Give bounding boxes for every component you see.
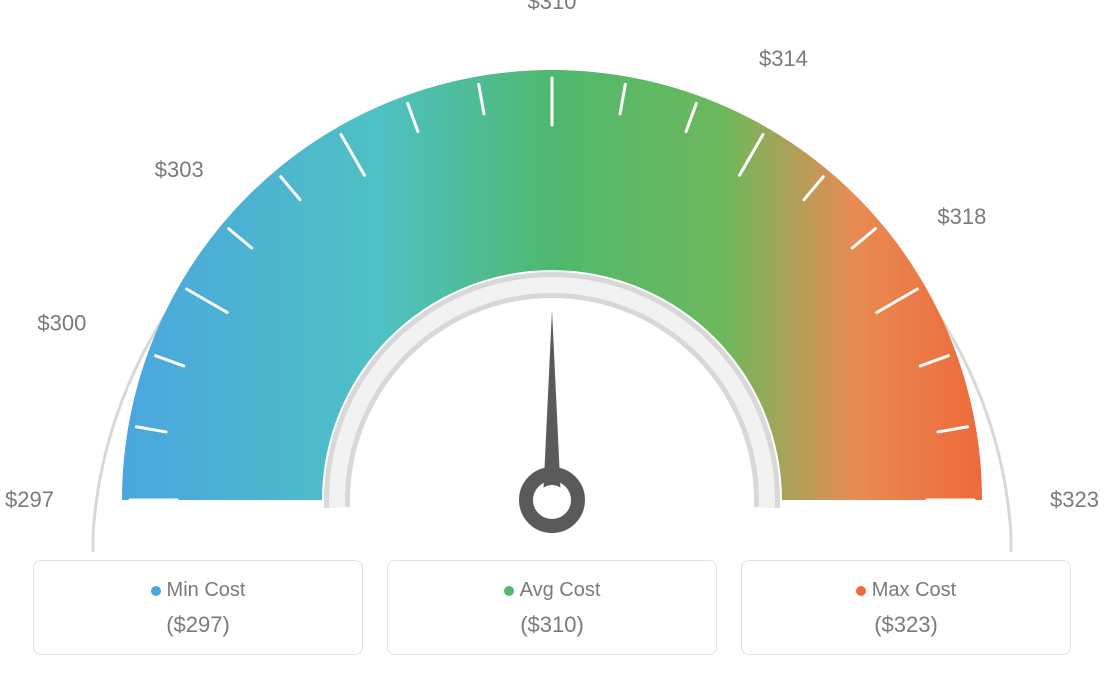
svg-text:$303: $303 bbox=[155, 157, 204, 182]
svg-text:$297: $297 bbox=[5, 487, 54, 512]
cost-gauge: $297 $300 $303 $310 $314 $318 $323 bbox=[0, 0, 1104, 560]
svg-text:$300: $300 bbox=[37, 310, 86, 335]
legend-dot-max bbox=[856, 586, 866, 596]
svg-text:$318: $318 bbox=[937, 204, 986, 229]
legend-card-avg: Avg Cost ($310) bbox=[387, 560, 717, 655]
legend-label-min-text: Min Cost bbox=[167, 579, 246, 601]
legend-dot-min bbox=[151, 586, 161, 596]
legend-value-min: ($297) bbox=[44, 612, 352, 638]
legend-card-max: Max Cost ($323) bbox=[741, 560, 1071, 655]
legend-dot-avg bbox=[504, 586, 514, 596]
legend-label-max-text: Max Cost bbox=[872, 579, 956, 601]
legend-label-min: Min Cost bbox=[44, 579, 352, 602]
svg-text:$310: $310 bbox=[528, 0, 577, 14]
legend-label-avg-text: Avg Cost bbox=[520, 579, 601, 601]
svg-text:$323: $323 bbox=[1050, 487, 1099, 512]
legend-label-max: Max Cost bbox=[752, 579, 1060, 602]
svg-text:$314: $314 bbox=[759, 46, 808, 71]
legend-value-avg: ($310) bbox=[398, 612, 706, 638]
legend-row: Min Cost ($297) Avg Cost ($310) Max Cost… bbox=[0, 560, 1104, 655]
legend-label-avg: Avg Cost bbox=[398, 579, 706, 602]
legend-value-max: ($323) bbox=[752, 612, 1060, 638]
legend-card-min: Min Cost ($297) bbox=[33, 560, 363, 655]
